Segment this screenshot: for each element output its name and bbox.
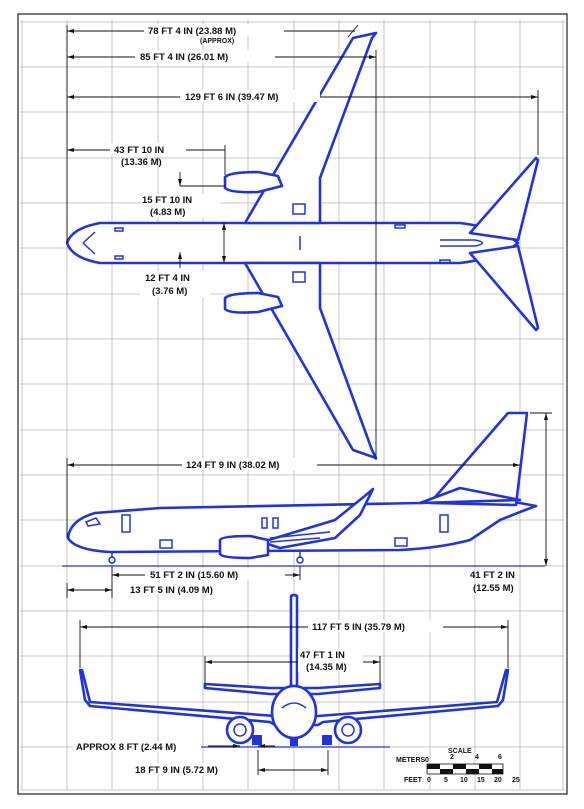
dim-12: 12 FT 4 IN (145, 273, 190, 284)
scale-title: SCALE (448, 748, 472, 755)
side-horizontal-tail (418, 486, 522, 505)
scale-feet-label: FEET (404, 777, 423, 784)
scale-m-4: 4 (475, 754, 479, 761)
scale-m-6: 6 (498, 754, 502, 761)
dim-43: 43 FT 10 IN (114, 145, 164, 156)
dim-stab-47m: (14.35 M) (306, 662, 347, 673)
top-fuselage (65, 221, 520, 265)
dim-15: 15 FT 10 IN (142, 195, 192, 206)
dim-track-18: 18 FT 9 IN (5.72 M) (135, 765, 218, 776)
dim-stab-47: 47 FT 1 IN (300, 650, 345, 661)
scale-f-0: 0 (427, 777, 431, 784)
front-fuselage (270, 684, 318, 740)
dim-51: 51 FT 2 IN (15.60 M) (150, 570, 238, 581)
dim-12m: (3.76 M) (152, 286, 187, 297)
front-engine-right (333, 715, 363, 745)
top-engine-lower (223, 291, 284, 314)
front-engine-left (225, 715, 255, 745)
front-wing (78, 668, 510, 727)
side-vertical-fin (428, 411, 529, 507)
top-wing-lower (243, 261, 378, 460)
scale-f-10: 10 (460, 777, 468, 784)
dim-length-129: 129 FT 6 IN (39.47 M) (185, 92, 278, 103)
background-grid (20, 20, 565, 791)
dimension-labels: 78 FT 4 IN (23.88 M) (APPROX) 85 FT 4 IN… (73, 24, 515, 776)
scale-f-15: 15 (477, 777, 485, 784)
top-engine-upper (223, 170, 284, 194)
dim-wingspan-78: 78 FT 4 IN (23.88 M) (148, 26, 236, 37)
dim-span-117: 117 FT 5 IN (35.79 M) (312, 622, 405, 633)
top-stabilizer-upper (468, 156, 540, 242)
drawing-border (17, 13, 568, 795)
side-engine (218, 534, 270, 560)
dim-13: 13 FT 5 IN (4.09 M) (130, 585, 213, 596)
scale-meters-label: METERS (396, 757, 426, 764)
scale-bar: SCALE METERS 0 2 4 6 FEET 0 5 10 15 20 2… (396, 748, 520, 784)
dim-43m: (13.36 M) (121, 157, 162, 168)
dim-wingspan-85: 85 FT 4 IN (26.01 M) (140, 52, 228, 63)
dim-approx-8: APPROX 8 FT (2.44 M) (76, 742, 176, 753)
scale-f-25: 25 (512, 777, 520, 784)
dim-height-41: 41 FT 2 IN (470, 570, 515, 581)
dim-approx-note: (APPROX) (200, 38, 234, 45)
scale-m-0: 0 (425, 757, 429, 764)
top-stabilizer-lower (468, 244, 540, 332)
dim-15m: (4.83 M) (150, 207, 185, 218)
dim-height-41m: (12.55 M) (473, 583, 514, 594)
front-view (78, 593, 510, 748)
side-fuselage (66, 498, 538, 554)
scale-f-5: 5 (444, 777, 448, 784)
front-fin (289, 593, 299, 688)
scale-m-2: 2 (450, 754, 454, 761)
dimension-lines (66, 24, 552, 775)
side-view (62, 411, 545, 567)
dim-fuselage-124: 124 FT 9 IN (38.02 M) (186, 460, 279, 471)
scale-f-20: 20 (494, 777, 502, 784)
